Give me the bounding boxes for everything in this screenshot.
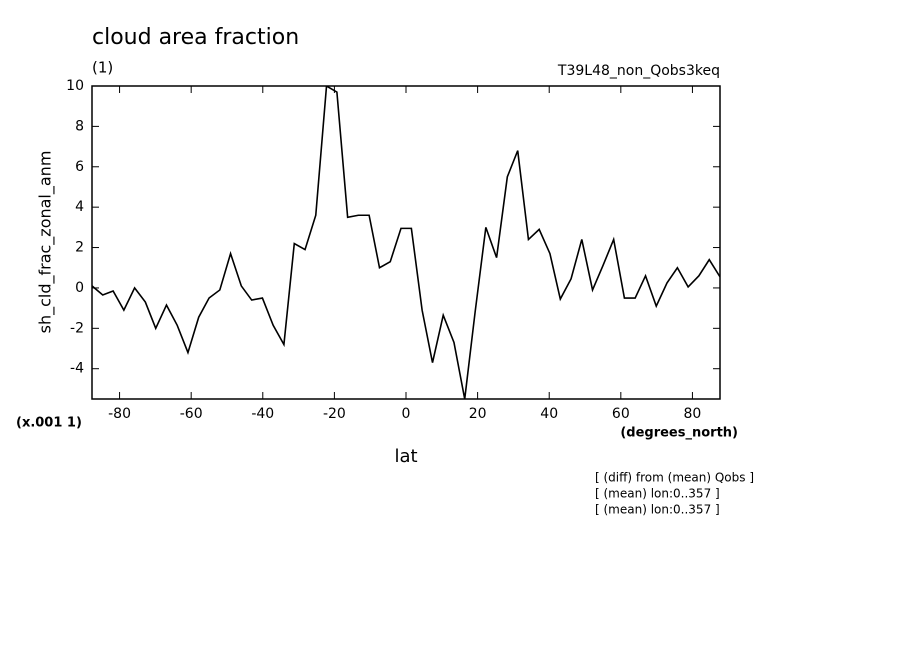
chart-subtitle: (1) [92,59,113,77]
x-tick-label: 60 [612,406,630,422]
note: [ (diff) from (mean) Qobs ] [595,471,754,485]
note: [ (mean) lon:0..357 ] [595,503,720,517]
x-tick-label: -80 [108,406,131,422]
y-scale-note: (x.001 1) [16,416,82,431]
chart-title: cloud area fraction [92,25,299,50]
x-tick-label: -20 [323,406,346,422]
y-tick-label: 6 [75,159,84,175]
x-tick-label: 80 [684,406,702,422]
y-tick-label: 10 [66,78,84,94]
x-unit: (degrees_north) [620,426,738,441]
y-tick-label: -2 [70,320,84,336]
x-tick-label: -60 [180,406,203,422]
y-tick-label: 4 [75,199,84,215]
x-tick-label: 40 [540,406,558,422]
y-tick-label: 8 [75,118,84,134]
x-axis-label: lat [394,446,417,467]
y-tick-label: 0 [75,280,84,296]
y-axis-label: sh_cld_frac_zonal_anm [36,151,56,334]
y-tick-label: 2 [75,240,84,256]
data-line [92,86,720,399]
y-tick-label: -4 [70,361,84,377]
x-tick-label: 0 [402,406,411,422]
note: [ (mean) lon:0..357 ] [595,487,720,501]
run-label: T39L48_non_Qobs3keq [557,63,720,79]
x-tick-label: -40 [251,406,274,422]
x-tick-label: 20 [469,406,487,422]
